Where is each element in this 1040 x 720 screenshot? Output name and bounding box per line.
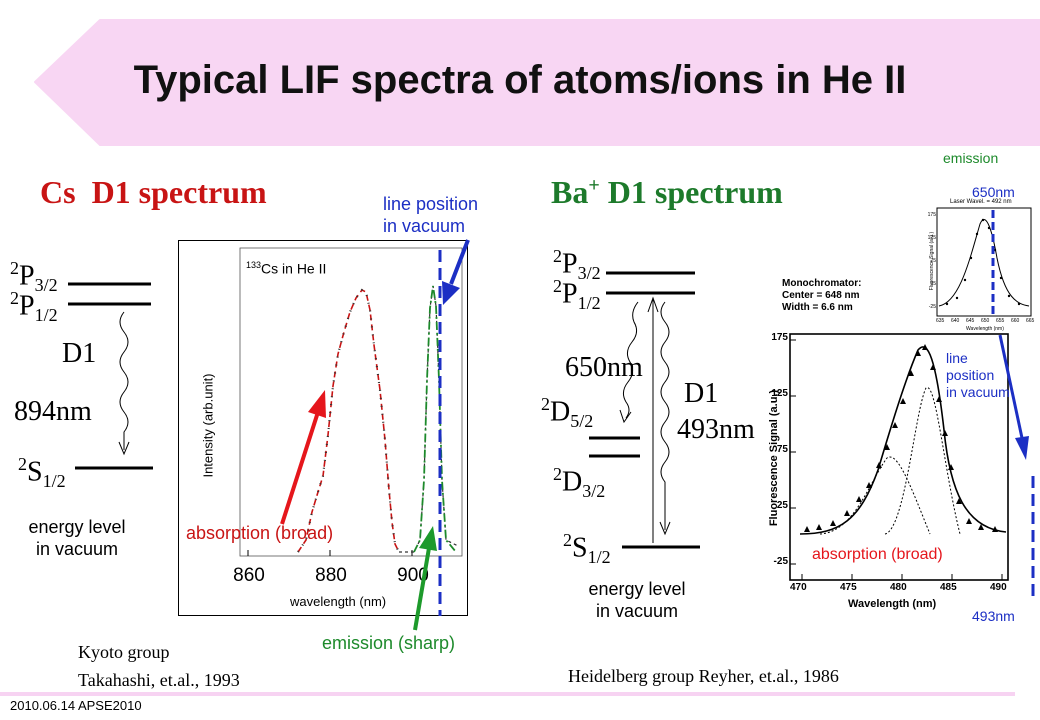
cs-plot-xlabel: wavelength (nm) [290,594,387,609]
cs-absorption-curve [297,288,400,553]
ba-plot-yticks: 175 125 75 25 -25 [771,332,788,567]
cs-xtick-900: 900 [397,565,429,586]
ba-d32-label: 2D3/2 [553,464,606,501]
ba-emission-inset-curve [938,218,1030,307]
ba-heading: Ba+ D1 spectrum [551,174,783,210]
cs-emission-curve [413,285,457,553]
cs-emission-label: emission (sharp) [322,633,456,653]
cs-spectrum-plot [178,240,468,616]
ba-line-position-arrow [998,334,1024,439]
ba-reference: Heidelberg group Reyher, et.al., 1986 [568,666,839,686]
cs-emission-wavy-arrow [119,311,129,450]
cs-p12-label: 2P1/2 [10,288,58,325]
ba-inset-yticks: 175 125 75 25 -25 [927,212,936,310]
ba-p12-label: 2P1/2 [553,276,601,313]
cs-emission-arrow [413,547,431,631]
ba-emission-wavelength: 650nm [972,184,1015,200]
page-title: Typical LIF spectra of atoms/ions in He … [133,58,907,102]
ba-d52-label: 2D5/2 [541,394,594,431]
cs-heading: Cs D1 spectrum [40,174,267,210]
ba-plot-xlabel: Wavelength (nm) [848,598,937,610]
ba-line-position-label: line position in vacuum [946,350,1010,400]
footer-bar [0,692,1015,696]
ba-d1-label: D1 [684,378,719,409]
ba-emission-inset-plot [936,207,1032,317]
ba-s12-label: 2S1/2 [563,530,611,567]
ba-absorption-plot [789,333,1009,581]
ba-energy-diagram [589,271,700,549]
ba-energy-caption: energy level in vacuum [588,579,686,621]
ba-650nm-label: 650nm [565,352,643,383]
ba-annotation-arrows [998,334,1035,602]
cs-d1-label: D1 [62,338,97,369]
ba-absorption-label: absorption (broad) [812,546,943,563]
ba-493nm-label: 493nm [677,414,755,445]
cs-line-position-arrow [449,239,470,285]
ba-inset-xlabel: Wavelength (nm) [966,326,1004,332]
cs-absorption-label: absorption (broad) [186,523,334,543]
ba-p32-label: 2P3/2 [553,246,601,283]
cs-energy-diagram [68,282,153,470]
cs-reference: Kyoto group Takahashi, et.al., 1993 [78,642,240,690]
cs-s12-label: 2S1/2 [18,454,66,491]
cs-energy-caption: energy level in vacuum [28,517,126,559]
ba-emission-label: emission [943,150,999,166]
cs-line-position-label: line position in vacuum [383,194,479,236]
ba-monochromator-note: Monochromator: Center = 648 nm Width = 6.6… [782,278,862,313]
ba-493nm-right-label: 493nm [972,608,1015,624]
cs-inset-label: 133Cs in He II [246,260,327,277]
title-banner [34,19,1040,146]
cs-xtick-880: 880 [315,565,347,586]
ba-inset-header: Laser Wavel. = 492 nm [950,199,1012,205]
cs-wavelength-label: 894nm [14,396,92,427]
footer-date: 2010.06.14 APSE2010 [10,698,142,713]
cs-annotation-arrows [280,239,470,631]
cs-xtick-860: 860 [233,565,265,586]
cs-absorption-arrow [280,411,320,525]
cs-p32-label: 2P3/2 [10,258,58,295]
